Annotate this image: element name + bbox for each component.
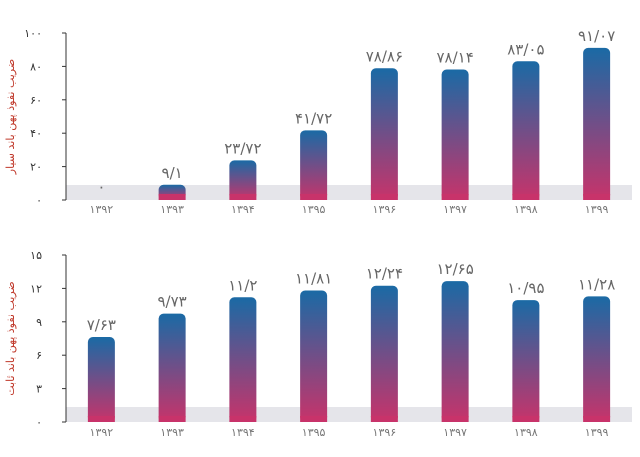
bar-base (158, 416, 186, 422)
y-tick-label: ۱۲ (30, 282, 42, 295)
y-tick-label: ۰ (36, 416, 42, 429)
bar-base (583, 416, 611, 422)
y-tick-label: ۲۰ (30, 161, 42, 174)
bar (87, 337, 115, 422)
bar-base (370, 416, 398, 422)
bar (300, 130, 328, 200)
x-tick-label: ۱۳۹۶ (373, 426, 397, 439)
bar (229, 297, 257, 422)
bar-value-label: ۱۱/۲۸ (578, 275, 615, 293)
bar-value-label: ۱۱/۸۱ (295, 270, 332, 288)
x-tick-label: ۱۳۹۶ (373, 203, 397, 216)
y-tick-label: ۱۰۰ (24, 27, 42, 40)
x-tick-label: ۱۳۹۸ (514, 203, 538, 216)
x-tick-label: ۱۳۹۵ (302, 203, 326, 216)
bar-value-label: ۸۳/۰۵ (507, 40, 544, 58)
x-tick-label: ۱۳۹۵ (302, 426, 326, 439)
mobile-broadband-chart: ۰ ۲۰ ۴۰ ۶۰ ۸۰ ۱۰۰ ضریب نفوذ پهن باند سیار ۰ ۱۳۹۲… (4, 27, 632, 216)
bar (583, 47, 611, 200)
y-tick-label: ۶ (36, 349, 42, 362)
bar-value-label: ۱۲/۲۴ (366, 265, 403, 283)
bar-base (441, 416, 469, 422)
bar (512, 61, 540, 200)
y-axis-label: ضریب نفوذ پهن باند ثابت (4, 281, 17, 396)
bar-value-label: ۱۲/۶۵ (436, 260, 473, 278)
y-tick-label: ۳ (36, 383, 42, 396)
bar-base (300, 416, 328, 422)
y-tick-label: ۱۵ (30, 249, 42, 262)
bar (370, 285, 398, 422)
bar-base (583, 194, 611, 200)
bar-base (158, 194, 186, 200)
y-tick-label: ۴۰ (30, 127, 42, 140)
bar-value-label: ۴۱/۷۲ (295, 109, 332, 127)
x-tick-label: ۱۳۹۲ (90, 426, 114, 439)
bar-base (229, 194, 257, 200)
bar-base (370, 194, 398, 200)
x-tick-label: ۱۳۹۸ (514, 426, 538, 439)
bar (441, 69, 469, 201)
bar (583, 296, 611, 422)
bar-value-label: ۹/۱ (162, 164, 183, 182)
bar-value-label: ۲۳/۷۲ (224, 139, 261, 157)
x-tick-label: ۱۳۹۳ (160, 203, 184, 216)
y-tick-label: ۰ (36, 194, 42, 207)
x-tick-label: ۱۳۹۷ (443, 426, 467, 439)
x-tick-label: ۱۳۹۹ (585, 203, 609, 216)
x-tick-label: ۱۳۹۴ (231, 426, 255, 439)
baseline-band (66, 185, 632, 200)
bar-base (441, 194, 469, 200)
bar-value-label: ۷۸/۱۴ (436, 49, 473, 67)
x-tick-label: ۱۳۹۴ (231, 203, 255, 216)
y-tick-label: ۸۰ (30, 60, 42, 73)
bar-base (87, 416, 115, 422)
bar (370, 68, 398, 200)
bar (441, 281, 469, 422)
fixed-broadband-chart: ۰ ۳ ۶ ۹ ۱۲ ۱۵ ضریب نفوذ پهن باند ثابت ۷/۶۳ ۱۳۹۲ ۹… (4, 249, 632, 439)
bar (229, 160, 257, 200)
bar-value-label: ۹/۷۳ (158, 293, 187, 311)
x-tick-label: ۱۳۹۷ (443, 203, 467, 216)
bar (512, 300, 540, 422)
bar-value-label: ۷۸/۸۶ (366, 47, 403, 65)
bar-value-label: ۱۰/۹۵ (507, 279, 544, 297)
bar-base (512, 194, 540, 200)
bar (158, 313, 186, 422)
x-tick-label: ۱۳۹۹ (585, 426, 609, 439)
bar-value-label: ۹۱/۰۷ (578, 27, 615, 45)
bar-value-label: ۱۱/۲ (228, 276, 257, 294)
y-axis-label: ضریب نفوذ پهن باند سیار (4, 59, 17, 175)
bar-value-label: ۰ (97, 178, 105, 196)
bar-base (300, 194, 328, 200)
x-tick-label: ۱۳۹۲ (90, 203, 114, 216)
bar-value-label: ۷/۶۳ (87, 316, 116, 334)
y-tick-label: ۶۰ (30, 94, 42, 107)
baseline-band (66, 407, 632, 422)
bar-base (512, 416, 540, 422)
bar (300, 290, 328, 422)
bar-base (229, 416, 257, 422)
y-tick-label: ۹ (36, 316, 42, 329)
x-tick-label: ۱۳۹۳ (160, 426, 184, 439)
